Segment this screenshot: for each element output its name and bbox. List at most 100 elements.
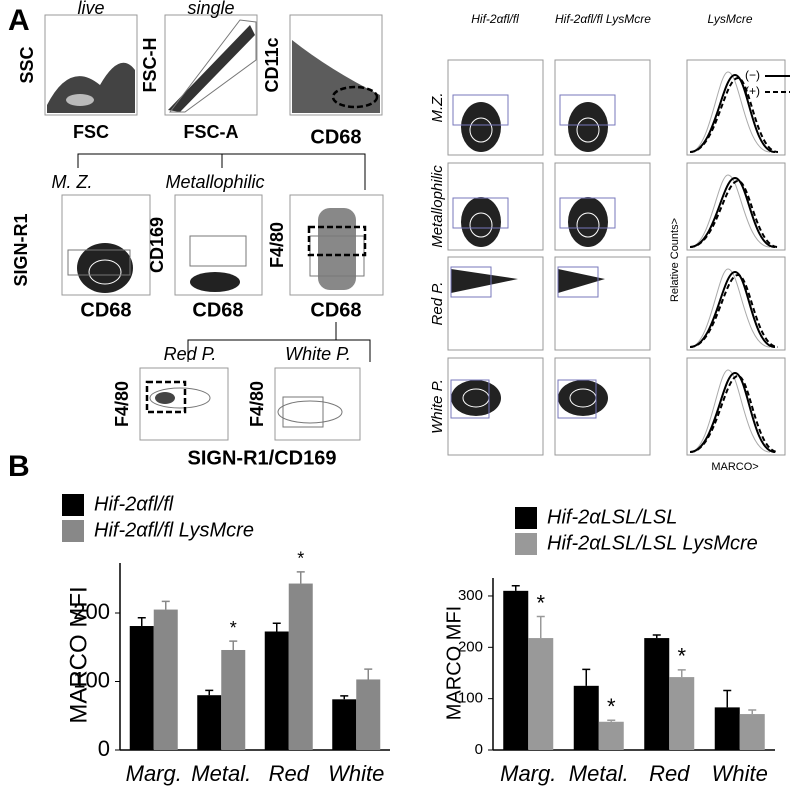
label: live (77, 0, 104, 18)
density (568, 102, 608, 152)
error-bar (677, 669, 686, 678)
x-tick-label: Metal. (569, 761, 629, 786)
axis-label: CD68 (310, 126, 361, 148)
histogram (689, 268, 771, 348)
axis-label: CD68 (310, 299, 361, 321)
y-tick-label: 100 (458, 690, 483, 707)
density (66, 94, 94, 106)
bar (332, 699, 357, 750)
density (576, 117, 600, 143)
histogram (689, 73, 776, 153)
bar (288, 583, 313, 750)
histogram (689, 174, 771, 248)
density (558, 269, 605, 293)
legend-swatch (515, 533, 537, 555)
density (461, 102, 501, 152)
gate (189, 235, 247, 267)
axis-label: Relative Counts> (669, 218, 681, 302)
x-tick-label: Metal. (191, 761, 251, 786)
row-label: Red P. (429, 282, 446, 326)
x-tick-label: White (328, 761, 384, 786)
connector (77, 153, 366, 190)
histogram (689, 371, 776, 453)
density (77, 243, 133, 293)
density (451, 269, 518, 293)
error-bar (582, 668, 591, 686)
x-tick-label: Red (649, 761, 690, 786)
gate (559, 197, 616, 229)
gate (450, 379, 490, 419)
legend-label: Hif-2αLSL/LSL LysMcre (547, 532, 758, 554)
y-tick-label: 0 (475, 741, 483, 758)
density (469, 212, 493, 238)
x-tick-label: Marg. (500, 761, 556, 786)
bar (221, 649, 246, 750)
column-header: Hif-2αfl/fl (471, 12, 519, 26)
panel-label: A (8, 4, 30, 37)
gate (450, 266, 492, 298)
axis-label: SSC (17, 46, 37, 83)
bar (714, 707, 740, 750)
row-label: M.Z. (429, 93, 446, 123)
axis-label: FSC-A (184, 122, 239, 142)
histogram (689, 369, 771, 453)
bar (356, 679, 381, 750)
plot-frame (686, 256, 786, 351)
error-bar (748, 709, 757, 715)
density (558, 380, 608, 416)
legend-label: Hif-2αLSL/LSL (547, 506, 677, 528)
gate (557, 379, 597, 419)
legend-label: (+) (745, 84, 760, 98)
histogram (689, 374, 779, 453)
row-label: White P. (429, 379, 446, 434)
bar (598, 721, 624, 750)
bar (644, 638, 670, 750)
legend-label: Hif-2αfl/fl LysMcre (94, 519, 254, 541)
density (292, 40, 380, 113)
density (318, 208, 356, 290)
error-bar (137, 617, 146, 627)
density (277, 400, 343, 424)
y-tick-label: 0 (98, 736, 110, 761)
annotation: * (607, 694, 616, 719)
annotation: * (536, 590, 545, 615)
label: single (187, 0, 234, 18)
bar (153, 609, 178, 750)
error-bar (607, 719, 616, 722)
error-bar (652, 634, 661, 639)
axis-label: SIGN-R1/CD169 (188, 447, 337, 469)
histogram (689, 176, 776, 248)
density (190, 272, 240, 292)
bar (573, 685, 599, 750)
legend-label: Hif-2αfl/fl (94, 493, 174, 515)
density (149, 387, 211, 409)
axis-label: F4/80 (112, 381, 132, 427)
y-tick-label: 300 (458, 587, 483, 604)
histogram (689, 270, 776, 348)
legend-swatch (62, 494, 84, 516)
panel-a: A live single SSC FSC FSC-H FSC-A CD11c … (8, 0, 790, 473)
gate (331, 85, 379, 109)
error-bar (229, 640, 238, 650)
annotation: * (677, 644, 686, 669)
y-tick-label: 200 (73, 599, 110, 624)
density (168, 25, 255, 112)
histogram (689, 76, 779, 153)
density (155, 392, 175, 404)
histogram (689, 179, 779, 248)
gate (307, 225, 367, 257)
density (568, 197, 608, 247)
label: White P. (285, 344, 351, 364)
error-bar (205, 689, 214, 696)
bar (503, 590, 529, 750)
bar (264, 631, 289, 750)
axis-label: MARCO> (711, 461, 758, 473)
connector (187, 322, 371, 362)
gate (557, 266, 599, 298)
gate (452, 197, 509, 229)
x-tick-label: Red (269, 761, 310, 786)
axis-label: SIGN-R1 (11, 213, 31, 286)
plot-frame (554, 256, 651, 351)
